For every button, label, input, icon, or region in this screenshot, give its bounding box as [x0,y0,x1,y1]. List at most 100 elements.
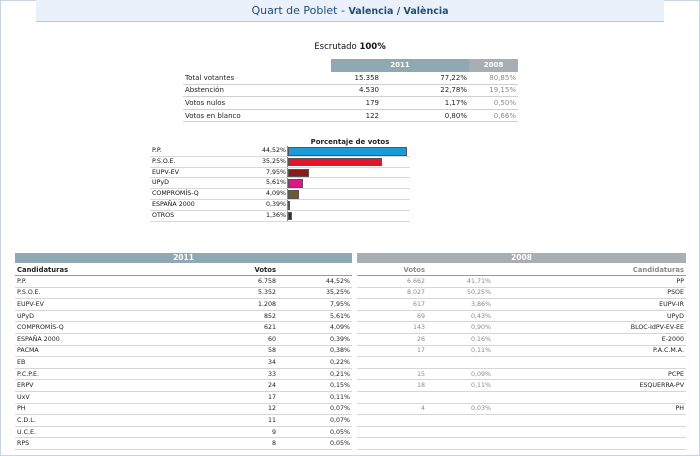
candidatura-votes-2008 [357,414,427,427]
summary-label: Abstención [183,84,331,98]
table-row [357,426,686,439]
table-row [357,437,686,450]
candidatura-votes: 6.758 [185,275,278,288]
summary-pct-2008: 19,15% [469,84,518,98]
chart-row: EUPV-EV 7,95% [150,168,410,179]
chart-category-label: COMPROMÍS-Q [152,190,199,198]
candidatura-name-2008: PCPE [493,368,686,381]
candidatura-name: P.C.P.E. [15,368,185,381]
table-row: 4 0,03% PH [357,403,686,416]
candidatura-name: PACMA [15,345,185,358]
summary-pct-2011: 0,80% [381,109,469,123]
candidatura-pct: 0,38% [278,345,352,358]
results-2008-table: Votos Candidaturas 6.662 41,71% PP 8.027 50,… [357,264,686,450]
summary-year-2011: 2011 [331,59,469,72]
results-2008-column-header: Votos Candidaturas [357,264,686,277]
candidatura-votes-2008: 4 [357,403,427,416]
col-votos-2011: Votos [185,264,278,277]
summary-pct-2011: 77,22% [381,71,469,85]
table-row: EUPV-EV 1.208 7,95% [15,298,352,311]
summary-header-row: 2011 2008 [183,59,518,72]
chart-row: P.S.O.E. 35,25% [150,157,410,168]
col-votos-2008: Votos [357,264,427,277]
chart-category-label: OTROS [152,211,175,219]
candidatura-name: EUPV-EV [15,298,185,311]
candidatura-pct-2008: 0,16% [427,333,493,346]
candidatura-pct-2008 [427,414,493,427]
table-row [357,414,686,427]
candidatura-pct-2008: 0,90% [427,321,493,335]
chart-value-label: 0,39% [265,201,286,208]
table-row [357,356,686,369]
candidatura-name: P.P. [15,275,185,288]
candidatura-pct-2008: 3,86% [427,298,493,311]
table-row: P.C.P.E. 33 0,21% [15,368,352,381]
candidatura-name-2008: P.A.C.M.A. [493,345,686,358]
candidatura-votes: 12 [185,403,278,416]
chart-value-label: 7,95% [265,168,286,176]
candidatura-pct: 44,52% [278,275,352,288]
province-name: Valencia / València [348,6,449,17]
candidatura-name-2008: ESQUERRA-PV [493,379,686,393]
table-row: 18 0,11% ESQUERRA-PV [357,379,686,393]
chart-category-label: ESPAÑA 2000 [152,201,195,208]
table-row: 26 0,16% E-2000 [357,333,686,346]
table-row: 8.027 50,25% PSOE [357,287,686,300]
summary-votes-2011: 179 [331,96,381,110]
summary-votes-2011: 4.530 [331,84,381,98]
candidatura-name-2008: E-2000 [493,333,686,346]
candidatura-name-2008: BLOC-IdPV-EV-EE [493,321,686,335]
candidatura-name-2008: PH [493,403,686,416]
table-row: UPyD 852 5,61% [15,310,352,323]
candidatura-name-2008 [493,437,686,450]
chart-bar [288,190,299,199]
candidatura-pct-2008 [427,391,493,404]
candidatura-pct: 0,39% [278,333,352,346]
page-header: Quart de Poblet - Valencia / València [36,0,664,22]
candidatura-pct: 7,95% [278,298,352,311]
candidatura-votes: 11 [185,414,278,427]
chart-row: P.P. 44,52% [150,146,410,157]
chart-bar [288,168,310,178]
results-2011-header: 2011 [15,253,352,263]
candidatura-pct-2008: 0,43% [427,310,493,323]
candidatura-pct-2008: 0,03% [427,403,493,416]
summary-pct-2011: 22,78% [381,84,469,98]
table-row: COMPROMÍS-Q 621 4,09% [15,321,352,335]
table-row: C.D.L. 11 0,07% [15,414,352,427]
municipality-name: Quart de Poblet [251,4,338,17]
chart-value-label: 4,09% [265,190,286,198]
candidatura-pct: 0,11% [278,391,352,404]
col-candidaturas-2011: Candidaturas [15,264,185,277]
candidatura-name: UxV [15,391,185,404]
table-row: 17 0,11% P.A.C.M.A. [357,345,686,358]
candidatura-pct: 0,05% [278,426,352,439]
table-row [357,391,686,404]
chart-row: OTROS 1,36% [150,211,410,222]
table-row: UxV 17 0,11% [15,391,352,404]
col-pct-2011 [278,264,352,277]
table-row: 15 0,09% PCPE [357,368,686,381]
candidatura-pct-2008: 0,09% [427,368,493,381]
vote-percentage-chart: P.P. 44,52% P.S.O.E. 35,25% EUPV-EV 7,95% UPyD… [150,146,410,222]
summary-pct-2011: 1,17% [381,96,469,110]
summary-votes-2011: 122 [331,109,381,123]
col-pct-2008 [427,264,493,277]
candidatura-votes: 58 [185,345,278,358]
candidatura-votes-2008 [357,426,427,439]
candidatura-name-2008 [493,356,686,369]
table-row: P.P. 6.758 44,52% [15,275,352,288]
candidatura-pct: 0,05% [278,437,352,450]
summary-pct-2008: 0,50% [469,96,518,110]
candidatura-votes-2008 [357,391,427,404]
table-row: 6.662 41,71% PP [357,275,686,288]
table-row: ESPAÑA 2000 60 0,39% [15,333,352,346]
candidatura-pct-2008: 41,71% [427,275,493,288]
candidatura-votes: 621 [185,321,278,335]
candidatura-votes-2008: 18 [357,379,427,393]
escrutado-line: Escrutado 100% [0,42,700,52]
summary-row: Total votantes 15.358 77,22% 80,85% [183,71,518,85]
turnout-summary-table: 2011 2008 Total votantes 15.358 77,22% 80,8… [183,59,518,123]
candidatura-pct: 0,07% [278,403,352,416]
candidatura-votes: 60 [185,333,278,346]
